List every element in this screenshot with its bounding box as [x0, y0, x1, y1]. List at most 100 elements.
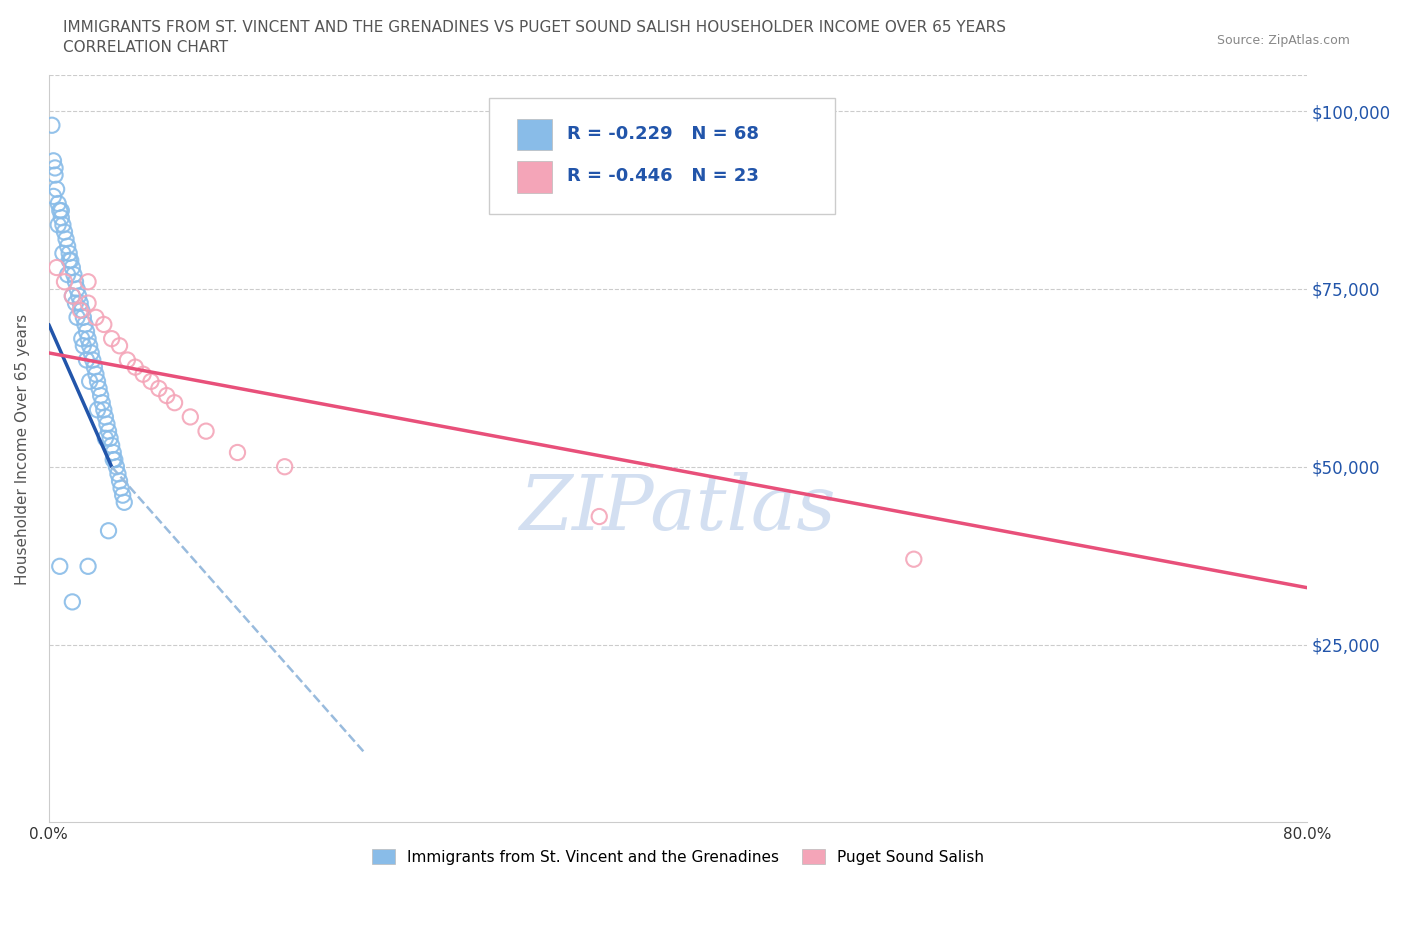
Point — [52, 218, 75, 232]
Point — [44, 167, 66, 182]
Point — [103, 452, 125, 467]
Point — [117, 352, 139, 367]
Text: Source: ZipAtlas.com: Source: ZipAtlas.com — [1216, 34, 1350, 47]
Point — [56, 267, 79, 282]
Point — [110, 481, 132, 496]
Legend: Immigrants from St. Vincent and the Grenadines, Puget Sound Salish: Immigrants from St. Vincent and the Gren… — [366, 843, 990, 870]
Point — [60, 260, 83, 275]
Point — [83, 360, 105, 375]
Point — [76, 352, 98, 367]
Text: ZIPatlas: ZIPatlas — [520, 472, 837, 546]
Text: R = -0.229   N = 68: R = -0.229 N = 68 — [567, 125, 759, 142]
Point — [97, 424, 120, 439]
Point — [60, 288, 83, 303]
Point — [93, 317, 115, 332]
Point — [77, 274, 100, 289]
Point — [80, 345, 103, 360]
Point — [124, 360, 146, 375]
Point — [112, 495, 135, 510]
Point — [108, 473, 131, 488]
Point — [60, 594, 83, 609]
Point — [87, 381, 110, 396]
Point — [77, 296, 100, 311]
Point — [195, 424, 218, 439]
Point — [139, 374, 162, 389]
Point — [103, 445, 125, 460]
Point — [69, 296, 91, 311]
Point — [97, 524, 120, 538]
Point — [163, 395, 186, 410]
Point — [69, 303, 91, 318]
Point — [86, 374, 108, 389]
Point — [98, 431, 121, 445]
Point — [66, 310, 89, 325]
Point — [86, 403, 108, 418]
Point — [45, 260, 67, 275]
Point — [45, 182, 67, 197]
Point — [273, 459, 295, 474]
Point — [60, 288, 83, 303]
Point — [53, 224, 76, 239]
Point — [46, 196, 69, 211]
Point — [70, 331, 93, 346]
Point — [59, 253, 82, 268]
Point — [84, 366, 107, 381]
Point — [77, 559, 100, 574]
Point — [58, 253, 80, 268]
Point — [179, 409, 201, 424]
Point — [52, 246, 75, 260]
Point — [93, 403, 115, 418]
Point — [84, 310, 107, 325]
Point — [105, 459, 128, 474]
Point — [82, 352, 104, 367]
Point — [42, 189, 65, 204]
Point — [46, 218, 69, 232]
Point — [76, 325, 98, 339]
Point — [148, 381, 170, 396]
FancyBboxPatch shape — [489, 98, 835, 214]
Point — [65, 296, 87, 311]
Point — [58, 246, 80, 260]
Point — [903, 551, 925, 566]
Point — [72, 310, 94, 325]
FancyBboxPatch shape — [517, 119, 553, 150]
Point — [55, 232, 77, 246]
Point — [44, 161, 66, 176]
Point — [53, 274, 76, 289]
Point — [79, 374, 101, 389]
Point — [94, 431, 117, 445]
Point — [41, 118, 63, 133]
Point — [94, 409, 117, 424]
Point — [108, 339, 131, 353]
Point — [107, 467, 129, 482]
Point — [65, 274, 87, 289]
Point — [156, 388, 179, 403]
Point — [90, 388, 112, 403]
Point — [49, 559, 72, 574]
Point — [104, 452, 127, 467]
Point — [73, 317, 96, 332]
Text: R = -0.446   N = 23: R = -0.446 N = 23 — [567, 167, 759, 185]
Point — [67, 288, 90, 303]
Point — [132, 366, 155, 381]
FancyBboxPatch shape — [517, 161, 553, 193]
Point — [56, 239, 79, 254]
Point — [49, 203, 72, 218]
Point — [70, 303, 93, 318]
Point — [588, 509, 610, 524]
Point — [111, 487, 134, 502]
Point — [79, 339, 101, 353]
Point — [42, 153, 65, 168]
Point — [96, 417, 118, 432]
Point — [226, 445, 249, 460]
Point — [63, 267, 86, 282]
Text: IMMIGRANTS FROM ST. VINCENT AND THE GRENADINES VS PUGET SOUND SALISH HOUSEHOLDER: IMMIGRANTS FROM ST. VINCENT AND THE GREN… — [63, 20, 1007, 35]
Y-axis label: Householder Income Over 65 years: Householder Income Over 65 years — [15, 313, 30, 585]
Point — [51, 203, 73, 218]
Point — [91, 395, 114, 410]
Text: CORRELATION CHART: CORRELATION CHART — [63, 40, 228, 55]
Point — [51, 210, 73, 225]
Point — [100, 331, 122, 346]
Point — [72, 339, 94, 353]
Point — [77, 331, 100, 346]
